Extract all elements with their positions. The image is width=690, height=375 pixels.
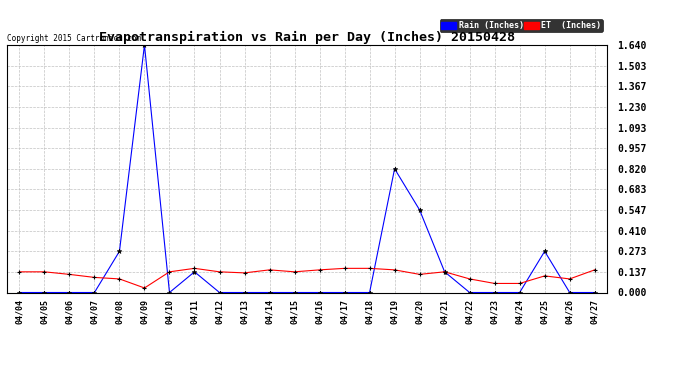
Text: Copyright 2015 Cartronics.com: Copyright 2015 Cartronics.com [7, 33, 141, 42]
Legend: Rain (Inches), ET  (Inches): Rain (Inches), ET (Inches) [440, 20, 603, 32]
Title: Evapotranspiration vs Rain per Day (Inches) 20150428: Evapotranspiration vs Rain per Day (Inch… [99, 31, 515, 44]
